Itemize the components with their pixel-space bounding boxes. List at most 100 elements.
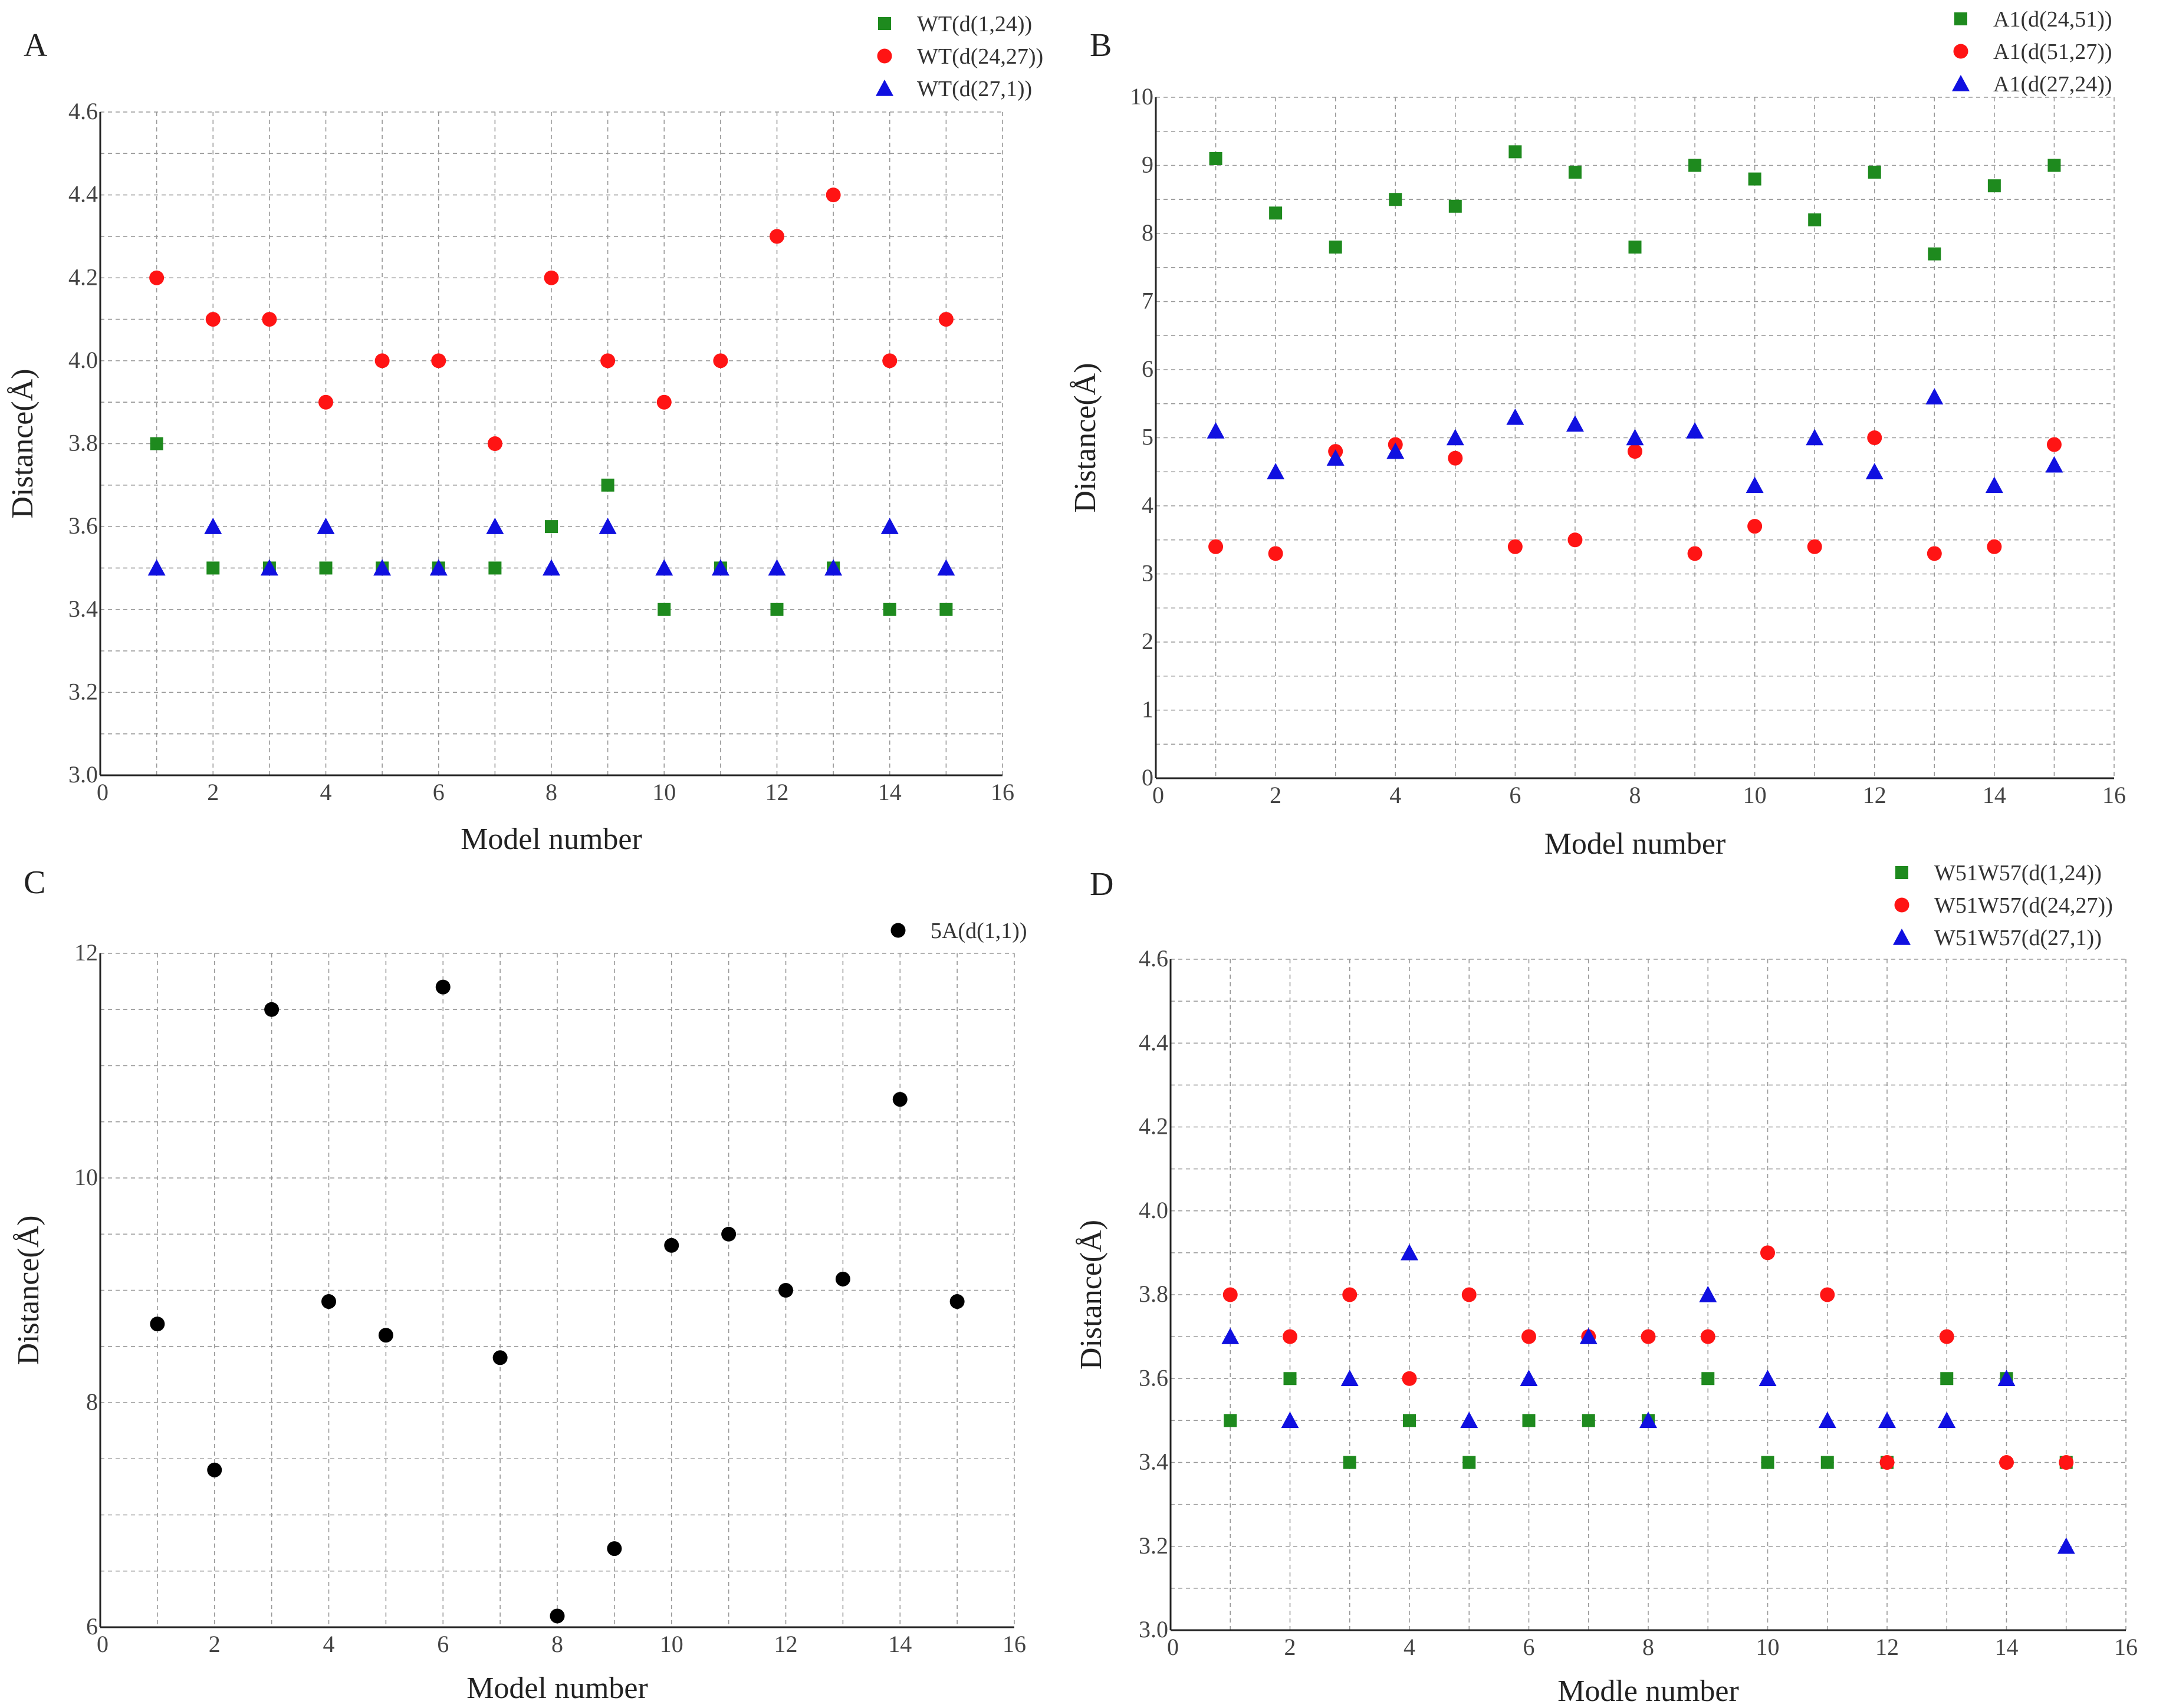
panel-c-series-1-point bbox=[778, 1283, 793, 1298]
panel-d-series-2-point bbox=[1939, 1329, 1954, 1344]
panel-b-ytick-label: 9 bbox=[1142, 152, 1153, 178]
panel-c-series-1-point bbox=[150, 1317, 165, 1332]
panel-b-series-3-point bbox=[1326, 449, 1345, 466]
panel-a-series-2-point bbox=[938, 312, 954, 327]
panel-b-legend-marker-2 bbox=[1953, 44, 1968, 59]
panel-a-series-3-point bbox=[711, 559, 729, 576]
panel-a-series-3-point bbox=[147, 559, 166, 576]
panel-d-series-1-point bbox=[1224, 1414, 1237, 1427]
panel-a-series-1-point bbox=[488, 561, 502, 575]
panel-b-series-3-point bbox=[2045, 456, 2063, 473]
panel-a-xtick-label: 2 bbox=[207, 779, 219, 805]
panel-b-series-3-point bbox=[1686, 422, 1704, 439]
panel-d-series-3-point bbox=[1997, 1370, 2016, 1386]
panel-d-ytick-label: 4.0 bbox=[1139, 1197, 1168, 1223]
panel-d-series-2-point bbox=[1760, 1245, 1775, 1261]
panel-b-series-3-point bbox=[1207, 422, 1225, 439]
panel-d-legend-marker-2 bbox=[1894, 897, 1909, 913]
panel-a-legend-marker-1 bbox=[878, 17, 891, 30]
panel-c-xtick-label: 14 bbox=[888, 1631, 912, 1657]
panel-a-series-3-point bbox=[543, 559, 560, 576]
panel-a-series-2-point bbox=[431, 353, 446, 368]
panel-d-series-2-point bbox=[1700, 1329, 1715, 1344]
panel-a-series-1-point bbox=[601, 478, 614, 492]
panel-d-series-1-point bbox=[1701, 1372, 1715, 1386]
panel-d-series-1-point bbox=[1522, 1414, 1536, 1427]
panel-b-ytick-label: 5 bbox=[1142, 424, 1153, 450]
panel-b-xtick-label: 2 bbox=[1270, 782, 1281, 808]
panel-b-series-1-point bbox=[1508, 145, 1522, 159]
panel-b-series-2-point bbox=[1507, 539, 1523, 554]
panel-c-series-1-point bbox=[721, 1226, 737, 1242]
panel-b-series-2-point bbox=[1807, 539, 1822, 554]
panel-b-series-1-point bbox=[1928, 247, 1941, 261]
panel-b-series-2-point bbox=[1987, 539, 2002, 554]
panel-b-series-2-point bbox=[1448, 450, 1463, 466]
panel-a-ytick-label: 4.6 bbox=[68, 98, 98, 124]
panel-d-x-axis-title: Modle number bbox=[1557, 1674, 1739, 1708]
panel-b-series-3-point bbox=[1746, 476, 1764, 493]
panel-c: C 0 2 4 6 8 10 12 14 16 6 8 10 12 Model number Distance… bbox=[12, 864, 1027, 1705]
panel-a-xtick-label: 16 bbox=[991, 779, 1014, 805]
panel-d-series-3-point bbox=[1401, 1243, 1418, 1261]
panel-a-series-2-point bbox=[544, 270, 559, 285]
panel-c-ytick-label: 10 bbox=[74, 1164, 98, 1190]
panel-a-series-2-point bbox=[318, 394, 333, 410]
panel-d-series-3-point bbox=[1818, 1411, 1836, 1429]
panel-d-series-3-point bbox=[2057, 1537, 2075, 1554]
panel-d-series-3-point bbox=[1221, 1328, 1240, 1344]
panel-b-series-3-point bbox=[1566, 415, 1584, 432]
panel-b-series-2-point bbox=[1687, 546, 1702, 561]
panel-a-series-3-point bbox=[880, 518, 899, 534]
panel-b-xtick-label: 0 bbox=[1152, 782, 1164, 808]
panel-a-ytick-label: 3.0 bbox=[68, 761, 98, 788]
panel-d-ytick-label: 3.0 bbox=[1139, 1616, 1168, 1643]
panel-a-series-2-point bbox=[262, 312, 277, 327]
panel-b-ytick-label: 8 bbox=[1142, 219, 1153, 246]
panel-d-xtick-label: 12 bbox=[1875, 1634, 1899, 1660]
panel-a-xtick-label: 4 bbox=[320, 779, 332, 805]
panel-a-xtick-label: 14 bbox=[878, 779, 902, 805]
panel-b-ytick-label: 3 bbox=[1142, 560, 1153, 587]
panel-b-ytick-label: 2 bbox=[1142, 628, 1153, 654]
panel-a-series-2-point bbox=[713, 353, 728, 368]
panel-b-series-3-point bbox=[1626, 429, 1644, 446]
panel-b-series-1-point bbox=[1808, 213, 1822, 226]
panel-d-series-2-point bbox=[1402, 1371, 1417, 1386]
panel-c-xtick-label: 16 bbox=[1003, 1631, 1026, 1657]
panel-c-xtick-label: 6 bbox=[437, 1631, 449, 1657]
panel-d-legend-marker-1 bbox=[1895, 866, 1908, 879]
panel-a-series-1-point bbox=[770, 603, 784, 616]
panel-a-series-1-point bbox=[545, 520, 558, 534]
panel-b-ytick-label: 1 bbox=[1142, 696, 1153, 723]
panel-a-series-3-point bbox=[429, 559, 448, 576]
panel-d-ytick-label: 3.6 bbox=[1139, 1364, 1168, 1391]
panel-d-ytick-label: 3.2 bbox=[1139, 1532, 1168, 1559]
panel-d-series-1-point bbox=[1283, 1372, 1297, 1386]
panel-d-y-axis-title: Distance(Å) bbox=[1074, 1220, 1108, 1370]
panel-b-xtick-label: 10 bbox=[1743, 782, 1767, 808]
panel-c-legend-marker-1 bbox=[890, 923, 906, 938]
panel-c-series-1-point bbox=[550, 1608, 565, 1624]
panel-c-legend-label-1: 5A(d(1,1)) bbox=[931, 919, 1027, 943]
panel-c-series-1-point bbox=[607, 1541, 622, 1556]
panel-d-series-3-point bbox=[1281, 1411, 1299, 1429]
panel-a-series-3-point bbox=[655, 559, 673, 576]
panel-d-xtick-label: 14 bbox=[1995, 1634, 2019, 1660]
panel-a-series-1-point bbox=[150, 437, 163, 450]
panel-b-xtick-label: 8 bbox=[1629, 782, 1641, 808]
panel-d-series-3-point bbox=[1579, 1328, 1598, 1344]
panel-b-legend-label-1: A1(d(24,51)) bbox=[1993, 7, 2112, 32]
panel-b-series-1-point bbox=[2047, 159, 2061, 172]
panel-d-xtick-label: 2 bbox=[1284, 1634, 1296, 1660]
panel-c-series-1-point bbox=[892, 1092, 908, 1107]
panel-a-ytick-label: 4.2 bbox=[68, 264, 98, 290]
panel-d-legend-label-3: W51W57(d(27,1)) bbox=[1934, 926, 2102, 950]
panel-a-series-3-point bbox=[486, 518, 504, 534]
panel-d-series-3-point bbox=[1460, 1411, 1478, 1429]
panel-b-series-2-point bbox=[1268, 546, 1283, 561]
panel-b-xtick-label: 4 bbox=[1389, 782, 1401, 808]
panel-b-series-1-point bbox=[1628, 241, 1642, 254]
panel-b-series-3-point bbox=[1985, 476, 2003, 493]
panel-b-series-2-point bbox=[1747, 519, 1763, 534]
